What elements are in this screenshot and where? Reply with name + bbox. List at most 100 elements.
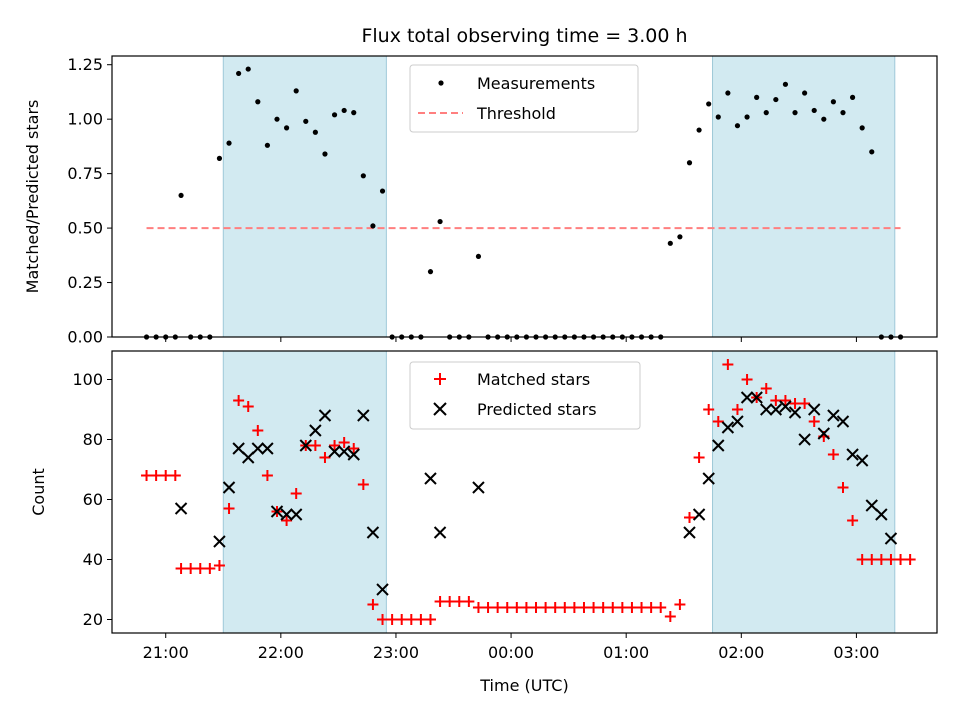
top-legend: Measurements Threshold xyxy=(409,64,639,133)
matched-star-point xyxy=(779,395,791,406)
measurement-point xyxy=(370,223,376,229)
y-tick-label: 0.25 xyxy=(67,273,103,292)
measurement-point xyxy=(264,142,271,148)
matched-star-point xyxy=(741,374,753,385)
predicted-star-point xyxy=(817,427,831,440)
predicted-star-point xyxy=(376,583,389,596)
predicted-star-point xyxy=(328,445,341,458)
matched-star-point xyxy=(684,512,695,523)
matched-star-point xyxy=(213,560,225,571)
predicted-star-point xyxy=(347,448,360,461)
predicted-star-point xyxy=(846,448,859,461)
predicted-star-point xyxy=(280,508,293,521)
predicted-star-point xyxy=(299,439,312,452)
matched-star-point xyxy=(309,440,321,451)
measurement-point xyxy=(715,114,721,120)
x-tick-label: 21:00 xyxy=(143,643,189,662)
matched-star-point xyxy=(703,404,715,415)
legend-measurements-label: Measurements xyxy=(477,74,595,93)
matched-star-point xyxy=(169,470,181,481)
matched-star-point xyxy=(712,416,724,427)
matched-star-point xyxy=(160,470,172,481)
matched-star-point xyxy=(664,611,676,622)
matched-star-point xyxy=(875,554,887,565)
matched-star-point xyxy=(348,443,360,454)
measurement-point xyxy=(293,88,299,94)
matched-star-point xyxy=(472,602,484,613)
predicted-star-point xyxy=(318,409,332,422)
shaded-interval xyxy=(712,350,896,634)
measurement-point xyxy=(725,90,731,96)
measurement-point xyxy=(303,118,309,124)
x-tick-label: 23:00 xyxy=(373,643,419,662)
matched-star-point xyxy=(520,602,532,613)
matched-star-point xyxy=(261,470,273,481)
measurement-point xyxy=(178,192,184,199)
matched-star-point xyxy=(329,440,341,451)
measurement-point xyxy=(792,110,798,116)
matched-star-point xyxy=(847,515,859,526)
predicted-star-point xyxy=(289,508,303,521)
matched-star-point xyxy=(731,404,743,415)
measurement-point xyxy=(322,151,328,157)
matched-star-point xyxy=(367,599,379,610)
matched-star-point xyxy=(722,359,734,370)
matched-star-point xyxy=(597,602,609,613)
predicted-star-point xyxy=(174,502,188,515)
measurement-point xyxy=(379,188,386,194)
measurement-point xyxy=(859,125,865,131)
shaded-interval xyxy=(712,55,896,338)
measurement-point xyxy=(312,129,318,135)
matched-star-point xyxy=(549,602,561,613)
predicted-star-point xyxy=(875,508,888,521)
matched-star-point xyxy=(242,401,254,412)
matched-star-point xyxy=(141,470,153,481)
matched-star-point xyxy=(233,395,245,406)
measurement-point xyxy=(782,81,789,87)
matched-star-point xyxy=(175,563,187,574)
shaded-interval xyxy=(222,350,387,634)
measurement-point xyxy=(236,70,242,77)
matched-star-point xyxy=(424,614,436,625)
matched-star-point xyxy=(415,614,427,625)
matched-star-point xyxy=(760,383,772,394)
measurement-point xyxy=(245,66,251,72)
predicted-star-point xyxy=(884,532,898,545)
matched-star-point xyxy=(866,554,878,565)
predicted-star-point xyxy=(251,442,265,455)
measurement-point xyxy=(773,96,779,103)
legend-threshold-label: Threshold xyxy=(476,104,556,123)
x-tick-label: 02:00 xyxy=(718,643,764,662)
x-tick-label: 00:00 xyxy=(488,643,534,662)
measurement-point xyxy=(821,116,827,122)
matched-star-point xyxy=(540,602,552,613)
predicted-star-point xyxy=(779,400,792,413)
matched-star-point xyxy=(616,602,628,613)
measurement-point xyxy=(869,149,875,155)
measurement-point xyxy=(360,173,366,179)
measurement-point xyxy=(706,101,712,107)
measurement-point xyxy=(667,240,673,246)
measurement-point xyxy=(226,140,232,146)
predicted-star-point xyxy=(683,526,696,539)
matched-star-point xyxy=(568,602,580,613)
matched-star-point xyxy=(799,398,811,409)
legend-predicted-label: Predicted stars xyxy=(477,400,597,419)
y-tick-label: 80 xyxy=(83,430,103,449)
predicted-star-point xyxy=(357,409,370,422)
measurement-point xyxy=(331,112,338,118)
predicted-star-point xyxy=(337,445,351,458)
matched-star-point xyxy=(290,488,302,499)
y-tick-label: 40 xyxy=(83,550,103,569)
predicted-star-point xyxy=(760,403,773,416)
measurement-point xyxy=(763,110,769,116)
predicted-star-point xyxy=(836,415,850,428)
measurement-point xyxy=(849,94,856,100)
predicted-star-point xyxy=(855,454,869,467)
measurement-point xyxy=(475,253,482,260)
matched-star-point xyxy=(645,602,657,613)
x-tick-label: 03:00 xyxy=(833,643,879,662)
predicted-star-point xyxy=(750,391,763,404)
matched-star-point xyxy=(511,602,523,613)
y-tick-label: 60 xyxy=(83,490,103,509)
